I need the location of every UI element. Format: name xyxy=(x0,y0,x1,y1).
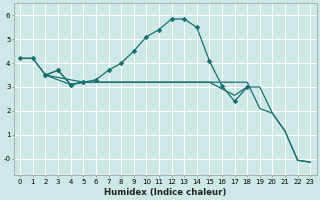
X-axis label: Humidex (Indice chaleur): Humidex (Indice chaleur) xyxy=(104,188,227,197)
